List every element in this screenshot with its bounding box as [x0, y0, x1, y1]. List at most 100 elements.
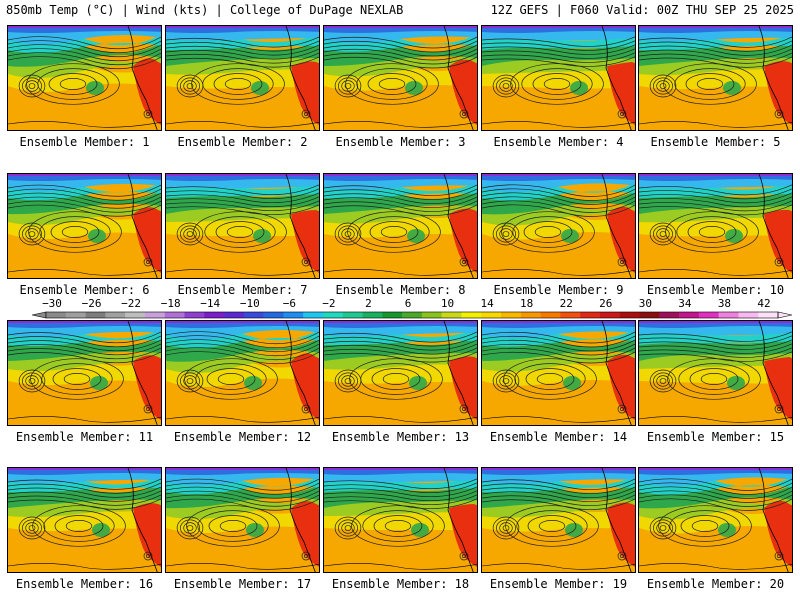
ensemble-map-panel[interactable]	[481, 173, 636, 279]
ensemble-map-panel[interactable]	[7, 320, 162, 426]
ensemble-map-panel[interactable]	[638, 25, 793, 131]
temperature-wind-map	[639, 26, 793, 131]
temperature-wind-map	[166, 468, 320, 573]
colorbar-swatch	[659, 312, 679, 318]
ensemble-member-label: Ensemble Member: 6	[7, 283, 162, 297]
ensemble-member-label: Ensemble Member: 5	[638, 135, 793, 149]
colorbar-swatch	[422, 312, 442, 318]
temperature-wind-map	[8, 26, 162, 131]
ensemble-member-label: Ensemble Member: 12	[165, 430, 320, 444]
colorbar-max-arrow	[778, 312, 792, 318]
ensemble-member-label: Ensemble Member: 9	[481, 283, 636, 297]
colorbar-swatch	[541, 312, 561, 318]
colorbar-swatch	[600, 312, 620, 318]
ensemble-map-panel[interactable]	[638, 173, 793, 279]
colorbar-tick-label: 18	[520, 297, 533, 310]
colorbar-swatch	[382, 312, 402, 318]
ensemble-member-label: Ensemble Member: 10	[638, 283, 793, 297]
colorbar-swatch	[66, 312, 86, 318]
colorbar-tick-label: −22	[121, 297, 141, 310]
temperature-wind-map	[639, 468, 793, 573]
ensemble-map-panel[interactable]	[481, 320, 636, 426]
ensemble-member-label: Ensemble Member: 20	[638, 577, 793, 591]
ensemble-map-panel[interactable]	[7, 173, 162, 279]
colorbar-swatch	[105, 312, 125, 318]
colorbar-tick-label: 6	[405, 297, 412, 310]
temperature-wind-map	[166, 26, 320, 131]
colorbar-swatch	[560, 312, 580, 318]
colorbar-swatch	[224, 312, 244, 318]
colorbar-swatch	[46, 312, 66, 318]
ensemble-member-label: Ensemble Member: 16	[7, 577, 162, 591]
ensemble-member-label: Ensemble Member: 4	[481, 135, 636, 149]
temperature-colorbar: −30−26−22−18−14−10−6−2261014182226303438…	[0, 296, 800, 324]
colorbar-swatch	[86, 312, 106, 318]
ensemble-map-panel[interactable]	[638, 467, 793, 573]
colorbar-tick-label: 22	[560, 297, 573, 310]
colorbar-swatch	[264, 312, 284, 318]
colorbar-swatch	[165, 312, 185, 318]
temperature-wind-map	[8, 468, 162, 573]
colorbar-tick-label: 38	[718, 297, 731, 310]
ensemble-map-panel[interactable]	[323, 173, 478, 279]
temperature-wind-map	[324, 174, 478, 279]
header-title: 850mb Temp (°C) | Wind (kts) | College o…	[6, 3, 403, 17]
ensemble-member-label: Ensemble Member: 17	[165, 577, 320, 591]
ensemble-map-panel[interactable]	[165, 467, 320, 573]
ensemble-member-label: Ensemble Member: 14	[481, 430, 636, 444]
colorbar-swatch	[442, 312, 462, 318]
ensemble-map-panel[interactable]	[481, 467, 636, 573]
colorbar-tick-label: 2	[365, 297, 372, 310]
ensemble-map-panel[interactable]	[638, 320, 793, 426]
header-run-info: 12Z GEFS | F060 Valid: 00Z THU SEP 25 20…	[491, 3, 794, 17]
ensemble-member-label: Ensemble Member: 1	[7, 135, 162, 149]
ensemble-map-panel[interactable]	[165, 173, 320, 279]
temperature-wind-map	[166, 321, 320, 426]
ensemble-map-panel[interactable]	[323, 320, 478, 426]
colorbar-tick-label: 30	[639, 297, 652, 310]
ensemble-map-panel[interactable]	[481, 25, 636, 131]
ensemble-member-label: Ensemble Member: 2	[165, 135, 320, 149]
colorbar-tick-label: −30	[42, 297, 62, 310]
colorbar-swatch	[363, 312, 383, 318]
colorbar-swatch	[184, 312, 204, 318]
colorbar-tick-label: −26	[82, 297, 102, 310]
ensemble-map-panel[interactable]	[323, 467, 478, 573]
ensemble-map-panel[interactable]	[7, 467, 162, 573]
temperature-wind-map	[324, 468, 478, 573]
ensemble-map-panel[interactable]	[165, 320, 320, 426]
colorbar-swatch	[461, 312, 481, 318]
colorbar-tick-label: −18	[161, 297, 181, 310]
temperature-wind-map	[166, 174, 320, 279]
colorbar-swatch	[501, 312, 521, 318]
ensemble-member-label: Ensemble Member: 8	[323, 283, 478, 297]
colorbar-swatch	[738, 312, 758, 318]
colorbar-swatch	[679, 312, 699, 318]
temperature-wind-map	[482, 174, 636, 279]
temperature-wind-map	[482, 26, 636, 131]
colorbar-swatch	[125, 312, 145, 318]
ensemble-member-label: Ensemble Member: 7	[165, 283, 320, 297]
temperature-wind-map	[639, 321, 793, 426]
colorbar-swatch	[343, 312, 363, 318]
colorbar-tick-label: −6	[283, 297, 296, 310]
temperature-wind-map	[482, 468, 636, 573]
temperature-wind-map	[8, 321, 162, 426]
colorbar-swatch	[204, 312, 224, 318]
colorbar-tick-label: 42	[757, 297, 770, 310]
colorbar-tick-label: 26	[599, 297, 612, 310]
colorbar-swatch	[758, 312, 778, 318]
colorbar-swatch	[521, 312, 541, 318]
colorbar-swatch	[640, 312, 660, 318]
colorbar-tick-label: 10	[441, 297, 454, 310]
ensemble-map-panel[interactable]	[7, 25, 162, 131]
colorbar-swatch	[303, 312, 323, 318]
ensemble-member-label: Ensemble Member: 15	[638, 430, 793, 444]
colorbar-swatch	[323, 312, 343, 318]
colorbar-swatch	[402, 312, 422, 318]
temperature-wind-map	[8, 174, 162, 279]
temperature-wind-map	[482, 321, 636, 426]
ensemble-map-panel[interactable]	[323, 25, 478, 131]
ensemble-map-panel[interactable]	[165, 25, 320, 131]
colorbar-swatch	[699, 312, 719, 318]
